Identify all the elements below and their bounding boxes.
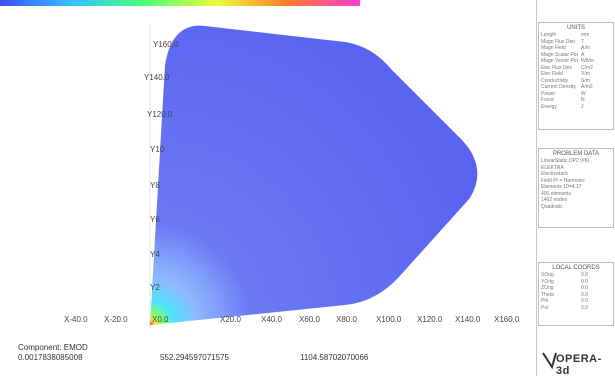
legend-mid-value: 552.294597071575 <box>160 353 229 362</box>
units-row: Magn Vector Pot Wb/m <box>541 58 595 64</box>
y-tick-label: Y160.0 <box>153 40 179 49</box>
problem-row: Elements 10=4.17 <box>541 184 582 190</box>
units-panel-title: UNITS <box>567 25 585 31</box>
legend-min-value: 0.0017838085008 <box>18 353 83 362</box>
opera-logo-text: OPERA-3d <box>556 353 602 377</box>
x-tick-label: X80.0 <box>336 315 357 324</box>
y-tick-label: Y8 <box>150 181 160 190</box>
y-tick-label: Y10 <box>150 145 165 154</box>
contour-plot-svg: Y160.0 Y140.0 Y120.0 Y10 Y8 Y6 Y4 Y2 X-4… <box>64 25 520 330</box>
coords-row: Psi 0.0 <box>541 304 588 311</box>
units-row: Elec Field V/m <box>541 71 590 77</box>
units-row: Force N <box>541 97 585 103</box>
opera-logo-icon <box>542 352 557 370</box>
coords-row: Phi 0.0 <box>541 298 588 304</box>
x-tick-label: X60.0 <box>299 315 320 324</box>
units-row: Power W <box>541 90 586 97</box>
problem-data-panel-title: PROBLEM DATA <box>552 151 600 157</box>
problem-row: Field Pt = Harmonic <box>541 177 586 184</box>
y-tick-label: Y140.0 <box>144 73 170 82</box>
contour-plot-area[interactable]: Y160.0 Y140.0 Y120.0 Y10 Y8 Y6 Y4 Y2 X-4… <box>0 0 537 376</box>
legend-color-bar <box>0 0 360 6</box>
units-row: Magn Flux Den T <box>541 38 585 45</box>
units-row: Energy J <box>541 103 584 110</box>
coords-row: XOrig 0.0 <box>541 272 588 278</box>
x-tick-label: X120.0 <box>417 315 443 324</box>
coords-row: YOrig 0.0 <box>541 278 588 285</box>
x-tick-label: X0.0 <box>152 315 169 324</box>
x-tick-label: X40.0 <box>261 315 282 324</box>
local-coords-panel-title: LOCAL COORDS <box>552 265 600 271</box>
legend-title: Component: EMOD <box>18 343 88 352</box>
legend-max-value: 1104.58702070066 <box>300 353 369 362</box>
y-tick-label: Y2 <box>150 283 160 292</box>
problem-row: 1462 nodes <box>541 197 568 203</box>
units-row: Length mm <box>541 32 590 38</box>
units-row: Magn Field A/m <box>541 45 590 51</box>
problem-row: Electrostatic <box>541 171 569 177</box>
coords-row: ZOrig 0.0 <box>541 285 588 291</box>
x-tick-label: X160.0 <box>494 315 520 324</box>
y-tick-label: Y6 <box>150 215 160 224</box>
x-tick-label: X-20.0 <box>104 315 128 324</box>
problem-row: ELEKTRA <box>541 164 564 171</box>
y-tick-label: Y4 <box>150 250 160 259</box>
problem-row: Quadratic <box>541 203 563 210</box>
x-tick-label: X-40.0 <box>64 315 88 324</box>
units-row: Magn Scalar Pot A <box>541 51 585 58</box>
x-tick-label: X100.0 <box>376 315 402 324</box>
problem-row: LinearStatic.OP2 (#6) <box>541 158 590 164</box>
problem-data-panel: PROBLEM DATA LinearStatic.OP2 (#6) ELEKT… <box>538 148 614 228</box>
units-row: Elec Flux Den C/m2 <box>541 64 593 71</box>
local-coords-panel: LOCAL COORDS XOrig 0.0 YOrig 0.0 ZOrig 0.0 … <box>538 262 614 326</box>
coords-row: Theta 0.0 <box>541 291 588 298</box>
field-region <box>150 25 478 325</box>
units-panel: UNITS Length mm Magn Flux Den T Magn Field… <box>538 22 614 130</box>
x-tick-label: X20.0 <box>220 315 241 324</box>
units-row: Conductivity S/m <box>541 77 590 84</box>
units-row: Current Density A/m2 <box>541 84 593 90</box>
opera-logo <box>540 350 612 370</box>
y-tick-label: Y120.0 <box>147 110 173 119</box>
problem-row: 400 elements <box>541 190 572 197</box>
x-tick-label: X140.0 <box>455 315 481 324</box>
